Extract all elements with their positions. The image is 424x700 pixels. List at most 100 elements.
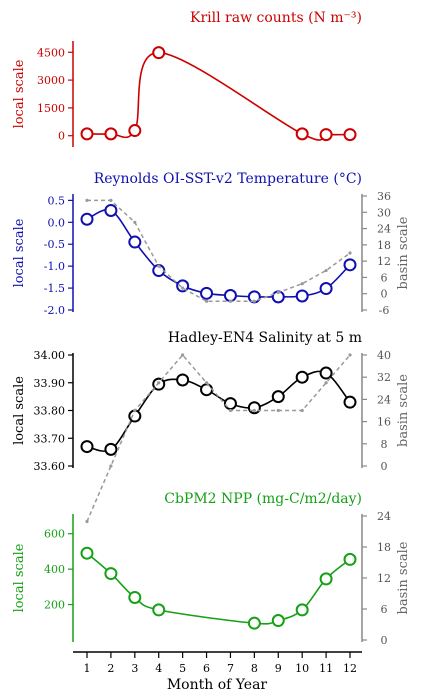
local-point <box>104 567 118 581</box>
x-tick-label: 12 <box>343 662 357 675</box>
local-point <box>247 616 261 630</box>
left-tick-label: -2.0 <box>44 304 65 317</box>
basin-point <box>300 408 304 413</box>
right-tick-label: 36 <box>377 190 391 203</box>
local-point <box>319 572 333 586</box>
left-tick-label: 0 <box>58 130 65 143</box>
local-point <box>295 127 309 141</box>
local-point <box>176 279 190 293</box>
basin-point <box>228 408 233 413</box>
local-point <box>223 289 237 303</box>
left-tick-label: 0.5 <box>48 194 66 207</box>
right-tick-label: 24 <box>377 393 391 406</box>
local-point <box>80 440 94 454</box>
left-tick-label: 4500 <box>37 46 65 59</box>
left-tick-label: 33.60 <box>34 460 66 473</box>
x-tick-label: 5 <box>179 662 186 675</box>
basin-point <box>324 381 328 385</box>
x-tick-label: 3 <box>131 662 138 675</box>
left-tick-label: 600 <box>44 528 65 541</box>
right-axis-label: basin scale <box>396 541 411 614</box>
left-tick-label: 34.00 <box>34 349 66 362</box>
local-point <box>200 286 214 300</box>
left-tick-label: -0.5 <box>44 238 65 251</box>
local-point <box>128 124 142 138</box>
left-tick-label: 400 <box>44 563 65 576</box>
local-series-line <box>86 552 351 625</box>
x-tick-label: 10 <box>295 662 309 675</box>
local-point <box>80 212 94 226</box>
x-tick-label: 9 <box>275 662 282 675</box>
basin-point <box>181 286 185 290</box>
basin-point <box>204 299 209 303</box>
basin-point <box>228 299 233 303</box>
local-point <box>223 397 237 411</box>
right-tick-label: 16 <box>377 416 391 429</box>
local-point <box>295 603 309 617</box>
local-point <box>319 128 333 142</box>
local-series-line <box>86 51 351 141</box>
local-series-line <box>86 370 351 452</box>
basin-point <box>133 220 137 224</box>
local-point <box>319 282 333 296</box>
x-tick-label: 7 <box>227 662 234 675</box>
local-point <box>343 552 357 566</box>
basin-point <box>324 268 328 273</box>
basin-point <box>109 198 113 202</box>
x-tick-label: 4 <box>155 662 162 675</box>
basin-series-line <box>87 199 351 302</box>
basin-point <box>276 290 280 295</box>
local-point <box>152 603 166 617</box>
local-point <box>271 390 285 404</box>
local-point <box>104 203 118 217</box>
local-point <box>128 235 142 249</box>
right-tick-label: 24 <box>377 510 391 523</box>
left-tick-label: 3000 <box>37 74 65 87</box>
local-point <box>343 128 357 142</box>
right-tick-label: 0 <box>381 634 388 647</box>
panel-title: Hadley-EN4 Salinity at 5 m <box>168 330 362 346</box>
basin-point <box>252 408 256 413</box>
right-tick-label: 6 <box>381 603 388 616</box>
right-tick-label: 8 <box>381 438 388 451</box>
right-axis-label: basin scale <box>396 216 411 289</box>
left-tick-label: -1.5 <box>44 282 65 295</box>
left-axis-label: local scale <box>12 218 27 287</box>
panel-title: Krill raw counts (N m⁻³) <box>190 10 362 26</box>
left-tick-label: 1500 <box>37 102 65 115</box>
basin-point <box>85 519 89 524</box>
right-tick-label: 32 <box>377 371 391 384</box>
local-point <box>295 370 309 384</box>
right-tick-label: 40 <box>377 349 391 362</box>
left-tick-label: 0.0 <box>48 216 66 229</box>
left-axis-label: local scale <box>12 376 27 445</box>
local-point <box>319 366 333 380</box>
x-tick-label: 6 <box>203 662 210 675</box>
left-tick-label: 33.70 <box>34 432 66 445</box>
basin-point <box>157 381 161 385</box>
right-tick-label: 6 <box>381 271 388 284</box>
left-axis-label: local scale <box>12 543 27 612</box>
local-point <box>80 546 94 560</box>
basin-point <box>348 353 352 357</box>
basin-point <box>181 353 185 357</box>
basin-point <box>109 464 113 468</box>
right-tick-label: 0 <box>381 460 388 473</box>
right-tick-label: 18 <box>377 239 391 252</box>
left-tick-label: 33.90 <box>34 377 66 390</box>
left-tick-label: -1.0 <box>44 260 65 273</box>
panel-title: Reynolds OI-SST-v2 Temperature (°C) <box>94 171 362 187</box>
local-point <box>152 46 166 60</box>
left-tick-label: 200 <box>44 599 65 612</box>
local-point <box>343 258 357 272</box>
x-tick-label: 8 <box>251 662 258 675</box>
left-axis-label: local scale <box>12 59 27 128</box>
basin-point <box>133 408 137 413</box>
basin-point <box>300 282 304 286</box>
local-point <box>271 614 285 628</box>
basin-point <box>276 408 280 413</box>
basin-point <box>204 381 209 385</box>
local-series-line <box>86 208 351 298</box>
basin-point <box>252 299 256 303</box>
